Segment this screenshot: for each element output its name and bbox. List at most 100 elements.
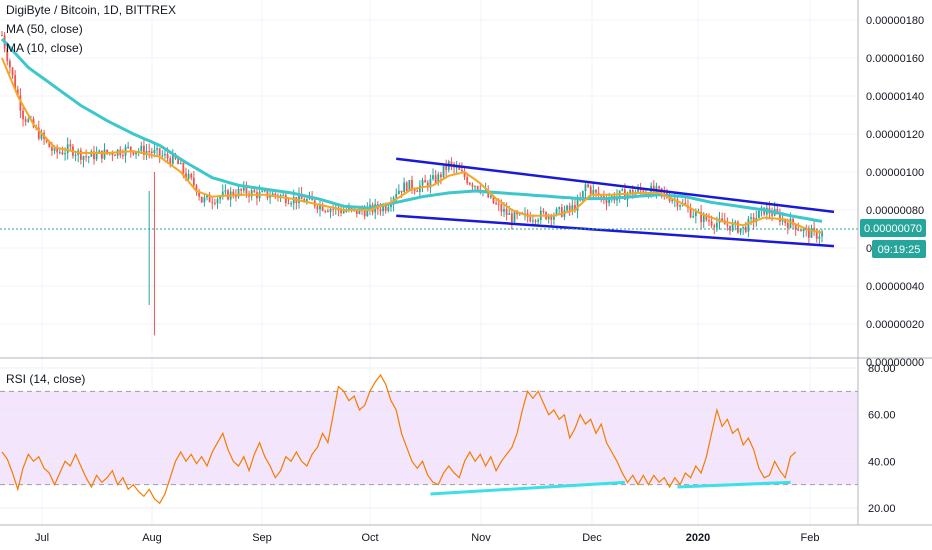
candle-body bbox=[19, 95, 22, 111]
candle-body bbox=[534, 220, 537, 222]
candle-body bbox=[61, 152, 64, 155]
candle-body bbox=[177, 158, 179, 165]
candle-body bbox=[221, 191, 224, 197]
rsi-axis[interactable]: 80.00 60.00 40.00 20.00 bbox=[868, 363, 896, 515]
candle-body bbox=[400, 190, 403, 193]
candle-body bbox=[629, 189, 632, 194]
candle-body bbox=[455, 167, 458, 169]
time-axis[interactable]: Jul Aug Sep Oct Nov Dec 2020 Feb bbox=[35, 532, 820, 544]
trendline[interactable] bbox=[396, 214, 835, 248]
candle-body bbox=[537, 220, 540, 222]
candle-body bbox=[421, 180, 424, 186]
candle-body bbox=[605, 200, 608, 204]
candle-body bbox=[187, 174, 190, 179]
candle-body bbox=[529, 217, 532, 222]
countdown-label: 09:19:25 bbox=[878, 244, 921, 256]
candle-body bbox=[715, 222, 718, 228]
price-tick-label: 0.00000160 bbox=[866, 53, 924, 65]
candle-body bbox=[324, 210, 327, 212]
candle-body bbox=[245, 185, 248, 194]
price-tick-label: 0.00000080 bbox=[866, 205, 924, 217]
candle-body bbox=[253, 190, 256, 193]
candle-body bbox=[6, 48, 9, 61]
time-tick-label: 2020 bbox=[686, 532, 710, 544]
candle-body bbox=[384, 205, 387, 211]
candle-body bbox=[69, 144, 72, 147]
candle-body bbox=[797, 229, 800, 231]
candle-body bbox=[53, 147, 56, 151]
candle-body bbox=[24, 119, 27, 122]
candle-body bbox=[786, 222, 789, 228]
legend-ma50[interactable]: MA (50, close) bbox=[6, 22, 83, 36]
time-tick-label: Sep bbox=[252, 532, 272, 544]
candle-body bbox=[411, 180, 413, 190]
candle-body bbox=[445, 165, 448, 170]
candle-body bbox=[11, 67, 14, 76]
candle-body bbox=[287, 203, 290, 205]
candle-body bbox=[219, 196, 222, 200]
legend-ma10[interactable]: MA (10, close) bbox=[6, 41, 83, 55]
legend-symbol-title[interactable]: DigiByte / Bitcoin, 1D, BITTREX bbox=[6, 3, 177, 17]
trendline-channel[interactable] bbox=[396, 157, 835, 248]
candle-body bbox=[290, 203, 293, 205]
rsi-divergence-line[interactable] bbox=[677, 480, 791, 489]
candle-body bbox=[503, 209, 505, 212]
candle-body bbox=[589, 186, 592, 195]
candle-body bbox=[815, 230, 818, 239]
candle-body bbox=[345, 210, 348, 212]
price-pane-background bbox=[0, 0, 858, 357]
candle-body bbox=[560, 207, 563, 217]
candle-body bbox=[571, 205, 574, 210]
candle-body bbox=[500, 204, 503, 212]
candle-body bbox=[729, 225, 731, 231]
candle-body bbox=[553, 215, 555, 220]
candle-body bbox=[379, 209, 382, 212]
candle-body bbox=[158, 148, 161, 156]
candle-body bbox=[726, 224, 729, 226]
countdown-label-box bbox=[872, 240, 926, 258]
candle-body bbox=[82, 156, 85, 160]
price-tick-label: 0.00000020 bbox=[866, 319, 924, 331]
candle-body bbox=[16, 89, 19, 96]
rsi-divergence-lines[interactable] bbox=[430, 480, 791, 496]
candle-body bbox=[350, 208, 353, 210]
candle-body bbox=[240, 188, 243, 191]
candle-body bbox=[114, 155, 116, 157]
candle-body bbox=[442, 165, 445, 178]
candle-body bbox=[27, 119, 30, 122]
candle-body bbox=[810, 228, 813, 238]
candle-body bbox=[587, 184, 589, 187]
candle-body bbox=[14, 75, 17, 90]
candle-body bbox=[179, 162, 182, 165]
candle-body bbox=[658, 186, 660, 189]
candle-body bbox=[505, 209, 508, 215]
time-tick-label: Dec bbox=[582, 532, 602, 544]
candle-body bbox=[106, 149, 109, 154]
candle-body bbox=[93, 151, 95, 160]
price-tick-label: 0.00000000 bbox=[866, 357, 924, 369]
legend-rsi[interactable]: RSI (14, close) bbox=[6, 372, 86, 386]
candle-body bbox=[156, 148, 158, 150]
trendline[interactable] bbox=[396, 157, 835, 214]
price-axis[interactable]: 0.00000180 0.00000160 0.00000140 0.00000120… bbox=[866, 15, 924, 369]
candle-body bbox=[416, 191, 419, 193]
candle-body bbox=[821, 231, 823, 237]
candle-body bbox=[700, 211, 703, 223]
candle-body bbox=[242, 185, 245, 191]
candle-body bbox=[592, 190, 595, 195]
candle-body bbox=[143, 145, 145, 155]
candle-body bbox=[595, 190, 597, 193]
candle-body bbox=[192, 177, 195, 186]
candle-body bbox=[274, 193, 277, 196]
current-price-label-box bbox=[860, 219, 926, 237]
time-tick-label: Jul bbox=[35, 532, 49, 544]
rsi-line bbox=[1, 373, 797, 505]
candle-body bbox=[432, 175, 434, 180]
candle-body bbox=[542, 210, 545, 213]
candle-body bbox=[463, 171, 466, 178]
candle-body bbox=[98, 150, 101, 154]
candle-body bbox=[655, 186, 658, 192]
candle-body bbox=[458, 167, 461, 170]
rsi-divergence-line[interactable] bbox=[430, 480, 625, 496]
